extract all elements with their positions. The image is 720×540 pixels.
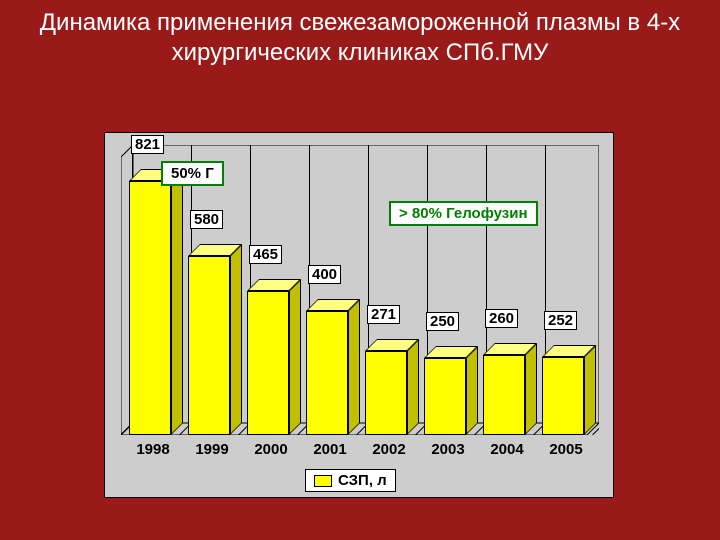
bar	[129, 181, 171, 435]
bar	[247, 291, 289, 435]
slide: Динамика применения свежезамороженной пл…	[0, 0, 720, 540]
x-axis-label: 2004	[481, 441, 533, 458]
x-axis-label: 2005	[540, 441, 592, 458]
plot-area	[121, 145, 599, 435]
x-axis-label: 2000	[245, 441, 297, 458]
bar	[542, 357, 584, 435]
annotation: > 80% Гелофузин	[389, 201, 538, 226]
annotation: 50% Г	[161, 161, 224, 186]
x-axis-label: 1998	[127, 441, 179, 458]
legend: СЗП, л	[305, 469, 396, 492]
x-axis-label: 2001	[304, 441, 356, 458]
bar	[306, 311, 348, 435]
bar	[188, 256, 230, 435]
chart-panel: СЗП, л 821 580 465 400 271 250 260 252 1998 1999 2…	[104, 132, 614, 498]
bar-value-label: 580	[190, 210, 223, 229]
bar-value-label: 400	[308, 265, 341, 284]
bar-value-label: 271	[367, 305, 400, 324]
legend-label: СЗП, л	[338, 472, 387, 489]
bar-value-label: 821	[131, 135, 164, 154]
slide-title: Динамика применения свежезамороженной пл…	[0, 8, 720, 68]
bar	[424, 358, 466, 435]
x-axis-label: 2002	[363, 441, 415, 458]
bar-value-label: 465	[249, 245, 282, 264]
bar	[365, 351, 407, 435]
bar	[483, 355, 525, 435]
x-axis-label: 2003	[422, 441, 474, 458]
bar-value-label: 252	[544, 311, 577, 330]
x-axis-label: 1999	[186, 441, 238, 458]
bar-value-label: 250	[426, 312, 459, 331]
legend-swatch	[314, 475, 332, 487]
bar-value-label: 260	[485, 309, 518, 328]
